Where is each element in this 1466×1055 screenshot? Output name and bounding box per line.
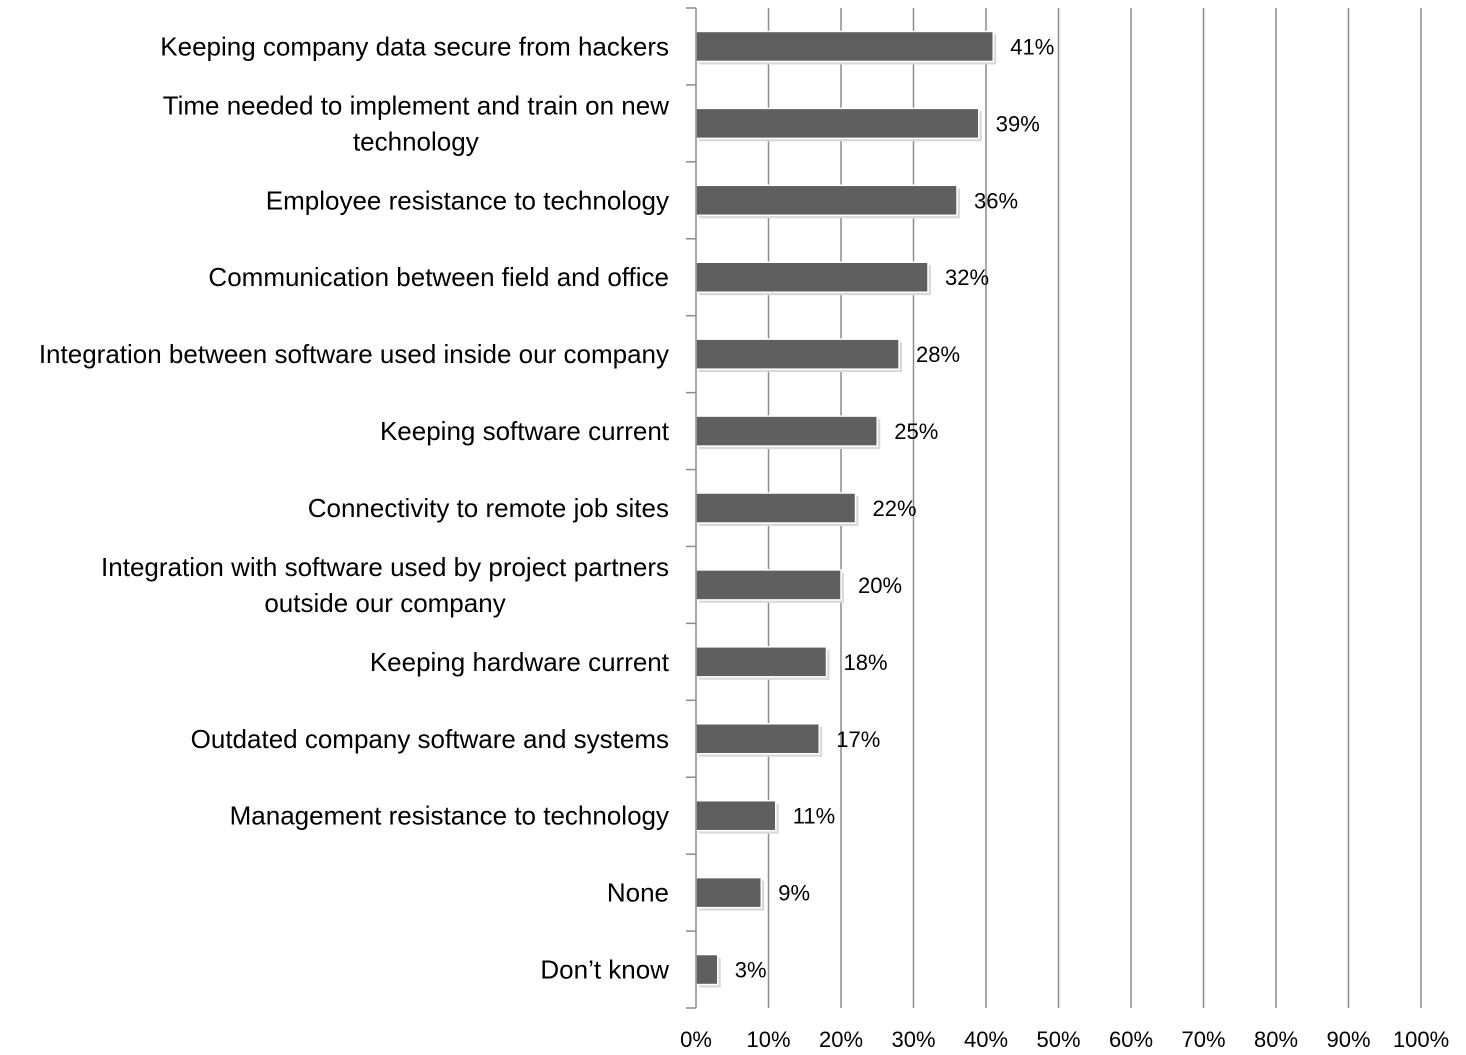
category-label: Management resistance to technology xyxy=(230,801,669,831)
data-label: 36% xyxy=(974,188,1018,213)
category-label: technology xyxy=(353,126,479,156)
category-label: Keeping software current xyxy=(380,416,670,446)
x-tick-label: 50% xyxy=(1036,1027,1080,1052)
bar xyxy=(695,30,994,63)
bar xyxy=(695,953,719,986)
category-label: Communication between field and office xyxy=(208,262,669,292)
x-tick-label: 90% xyxy=(1326,1027,1370,1052)
category-label: outside our company xyxy=(264,588,505,618)
data-label: 17% xyxy=(836,727,880,752)
data-label: 32% xyxy=(945,265,989,290)
category-label: Integration with software used by projec… xyxy=(101,552,669,582)
bar xyxy=(695,876,762,909)
data-labels: 41% 39% 36% 32% 28% 25% 22% 20% 18% 17% 11% 9% 3% xyxy=(735,34,1055,982)
data-label: 22% xyxy=(873,496,917,521)
data-label: 3% xyxy=(735,958,767,983)
category-label: Employee resistance to technology xyxy=(266,185,669,215)
x-tick-label: 10% xyxy=(746,1027,790,1052)
data-label: 9% xyxy=(778,881,810,906)
category-label: Connectivity to remote job sites xyxy=(308,493,669,523)
category-labels: Keeping company data secure from hackers… xyxy=(39,31,670,984)
bar xyxy=(695,569,842,601)
x-tick-label: 70% xyxy=(1181,1027,1225,1052)
x-tick-label: 30% xyxy=(891,1027,935,1052)
bar xyxy=(695,415,878,447)
bar xyxy=(695,492,857,524)
y-axis xyxy=(686,7,697,1009)
bar xyxy=(695,799,777,832)
bar xyxy=(695,723,820,755)
bar xyxy=(695,184,958,217)
bar xyxy=(695,261,929,293)
category-label: Integration between software used inside… xyxy=(39,339,669,369)
x-axis-ticks: 0% 10% 20% 30% 40% 50% 60% 70% 80% 90% 100% xyxy=(680,1027,1449,1052)
data-label: 28% xyxy=(916,342,960,367)
bar xyxy=(695,646,828,678)
category-label: Keeping hardware current xyxy=(370,647,670,677)
data-label: 18% xyxy=(844,650,888,675)
data-label: 20% xyxy=(858,573,902,598)
category-label: Time needed to implement and train on ne… xyxy=(163,90,670,120)
x-tick-label: 40% xyxy=(964,1027,1008,1052)
category-label: Keeping company data secure from hackers xyxy=(160,31,669,61)
data-label: 41% xyxy=(1010,34,1054,59)
data-label: 39% xyxy=(996,111,1040,136)
bar xyxy=(695,338,900,370)
x-tick-label: 0% xyxy=(680,1027,712,1052)
x-tick-label: 60% xyxy=(1109,1027,1153,1052)
category-label: Don’t know xyxy=(540,955,669,985)
data-label: 25% xyxy=(894,419,938,444)
x-tick-label: 20% xyxy=(819,1027,863,1052)
bars xyxy=(695,30,997,988)
bar xyxy=(695,107,980,140)
x-tick-label: 100% xyxy=(1393,1027,1449,1052)
category-label: Outdated company software and systems xyxy=(191,724,669,754)
data-label: 11% xyxy=(793,804,835,829)
x-tick-label: 80% xyxy=(1254,1027,1298,1052)
category-label: None xyxy=(607,878,669,908)
